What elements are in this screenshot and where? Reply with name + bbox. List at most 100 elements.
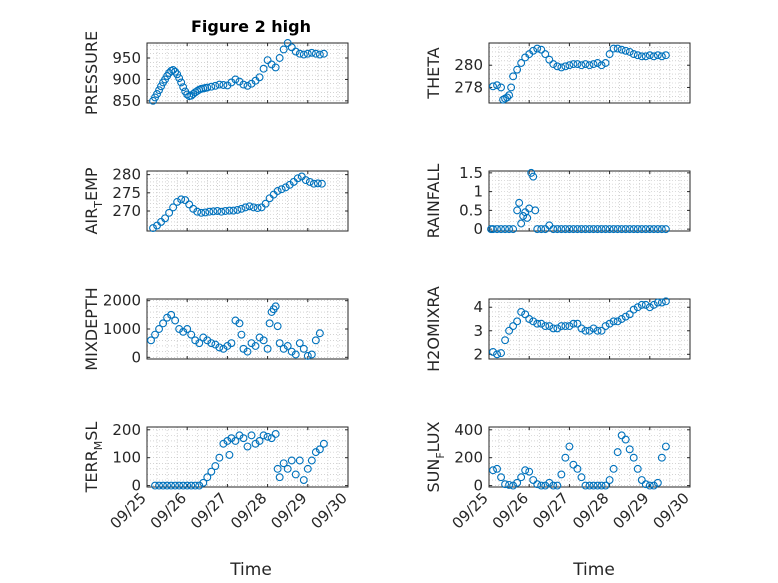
data-point <box>181 196 190 205</box>
axes-box <box>146 170 349 232</box>
data-point <box>531 206 540 215</box>
data-point <box>273 322 282 331</box>
data-point <box>609 317 618 326</box>
data-point <box>549 481 558 490</box>
data-point <box>239 80 248 89</box>
data-point <box>565 322 574 331</box>
data-point <box>305 177 314 186</box>
data-point <box>577 61 586 70</box>
data-point <box>207 467 216 476</box>
data-point <box>605 225 614 234</box>
data-point <box>569 60 578 69</box>
data-point <box>503 93 512 102</box>
data-point <box>529 476 538 484</box>
data-point <box>593 225 602 234</box>
data-point <box>173 70 182 79</box>
data-point <box>629 50 638 59</box>
y-tick-label: 900 <box>112 70 141 88</box>
data-point <box>175 481 184 490</box>
data-point <box>183 325 192 333</box>
data-point <box>213 207 222 215</box>
data-point <box>609 464 618 473</box>
data-point <box>629 225 638 234</box>
data-point <box>533 44 542 53</box>
data-point <box>589 324 598 333</box>
data-point <box>187 330 196 339</box>
y-tick-label: 275 <box>112 184 141 202</box>
data-point <box>237 204 246 213</box>
data-point <box>295 49 304 58</box>
data-point <box>187 481 196 490</box>
data-point <box>601 59 610 67</box>
axes-box <box>146 42 349 104</box>
data-point <box>197 208 206 217</box>
data-point <box>629 305 638 314</box>
x-tick-label: 09/29 <box>267 489 310 532</box>
data-point <box>509 481 518 490</box>
data-point <box>537 481 546 490</box>
data-point <box>529 172 538 181</box>
data-point <box>581 225 590 234</box>
subplot-1: 850 900 950 PRESSURE <box>82 31 349 115</box>
data-point <box>301 176 310 185</box>
data-point <box>513 317 522 326</box>
data-point <box>561 453 570 462</box>
data-point <box>577 225 586 234</box>
data-point <box>175 74 184 83</box>
data-point <box>625 445 634 454</box>
data-point <box>581 60 590 69</box>
data-point <box>227 339 236 348</box>
data-point <box>621 312 630 321</box>
data-point <box>151 481 159 490</box>
data-point <box>569 225 578 234</box>
data-point <box>307 48 316 57</box>
data-point <box>641 480 650 489</box>
data-point <box>545 478 554 487</box>
y-tick-label: 0 <box>131 348 141 366</box>
data-point <box>489 347 497 356</box>
data-point <box>185 200 194 209</box>
data-point <box>171 316 180 325</box>
x-tick-label: 09/25 <box>449 489 492 532</box>
data-point <box>263 432 272 441</box>
data-point <box>225 206 234 215</box>
data-point <box>199 478 208 487</box>
data-point <box>179 481 188 490</box>
data-point <box>307 350 316 359</box>
data-point <box>279 459 288 468</box>
data-point <box>183 481 192 490</box>
data-point <box>605 476 614 484</box>
data-point <box>251 342 260 350</box>
data-point <box>585 225 594 234</box>
data-point <box>653 298 662 307</box>
data-point <box>505 91 514 100</box>
data-point <box>219 81 228 89</box>
data-point <box>191 88 200 97</box>
data-point <box>589 481 598 490</box>
data-point <box>661 225 670 234</box>
data-point <box>641 300 650 309</box>
data-point <box>265 319 274 328</box>
data-point <box>217 207 226 216</box>
data-point <box>553 324 562 333</box>
data-point <box>235 319 244 328</box>
data-point <box>633 303 642 312</box>
data-point <box>549 324 558 333</box>
data-point <box>167 481 176 490</box>
data-point <box>315 50 324 59</box>
data-point <box>645 303 654 312</box>
figure-title: Figure 2 high <box>191 17 311 36</box>
y-tick-label: 0 <box>131 477 141 495</box>
data-point <box>261 199 270 208</box>
data-point <box>605 319 614 328</box>
data-point <box>287 43 296 52</box>
x-tick-label: 09/26 <box>489 489 532 532</box>
data-point <box>169 203 178 212</box>
data-point <box>523 213 532 222</box>
data-point <box>225 450 234 459</box>
y-axis-label: MIXDEPTH <box>82 287 101 370</box>
data-point <box>275 473 284 482</box>
data-point <box>577 473 586 482</box>
data-point <box>633 51 642 60</box>
